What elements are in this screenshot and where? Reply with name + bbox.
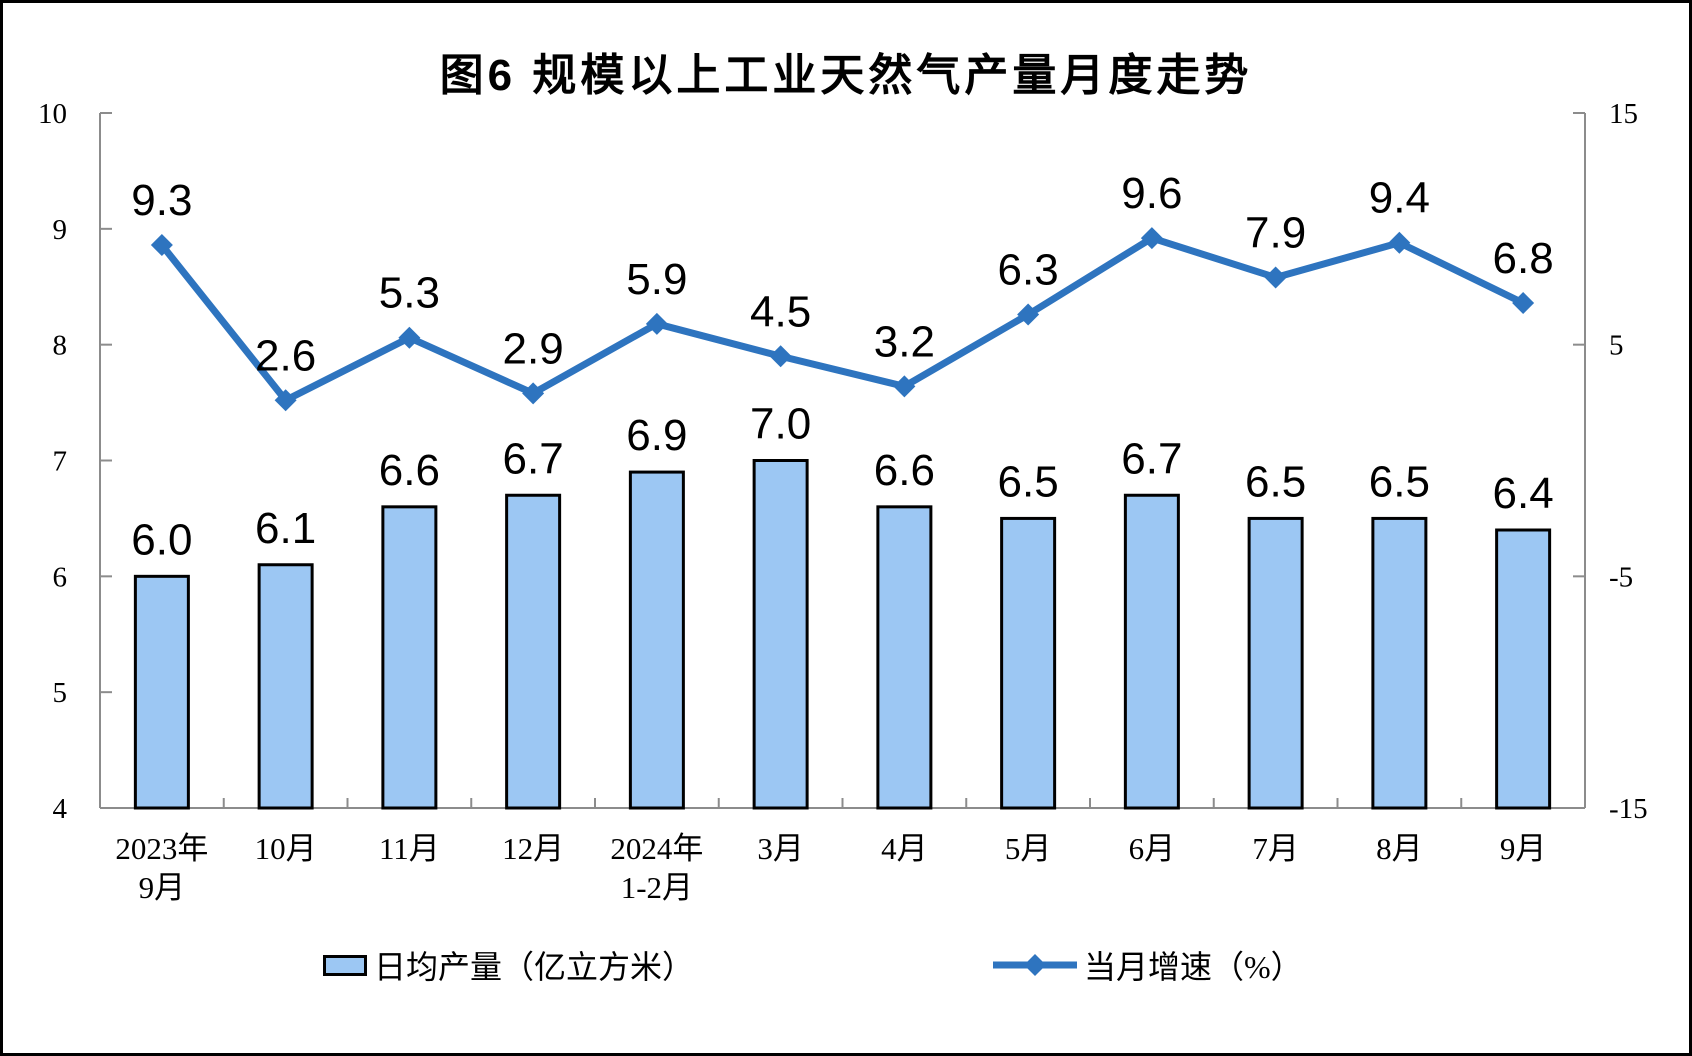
left-axis-tick-label: 8: [53, 330, 68, 362]
x-axis-category-label: 2023年 9月: [115, 831, 208, 905]
bar-legend-label: 日均产量（亿立方米）: [374, 949, 695, 985]
line-value-label: 6.8: [1493, 234, 1554, 283]
x-axis-category-label: 4月: [881, 831, 928, 866]
diamond-marker-icon: [893, 375, 916, 398]
bar: [1371, 516, 1428, 810]
bar: [876, 505, 933, 810]
bar-value-label: 6.7: [1121, 434, 1182, 483]
bar: [133, 574, 190, 810]
left-axis-tick-label: 9: [53, 214, 68, 246]
x-axis-category-label: 11月: [379, 831, 440, 866]
bar: [1000, 516, 1057, 810]
line-value-label: 5.9: [626, 255, 687, 304]
line-value-label: 9.4: [1369, 174, 1430, 223]
line-value-label: 6.3: [998, 246, 1059, 295]
line-legend-label: 当月增速（%）: [1084, 949, 1303, 985]
diamond-marker-icon: [398, 326, 421, 349]
left-axis-tick-label: 10: [38, 98, 67, 130]
bar: [1247, 516, 1304, 810]
bar: [505, 493, 562, 810]
line-legend-swatch: [993, 954, 1077, 976]
diamond-marker-icon: [1017, 303, 1040, 326]
line-value-label: 2.6: [255, 331, 316, 380]
x-axis-category-label: 3月: [757, 831, 804, 866]
line-value-label: 9.3: [131, 176, 192, 225]
diamond-marker-icon: [274, 389, 297, 412]
bar: [752, 459, 809, 810]
left-axis-tick-label: 6: [53, 561, 68, 593]
bar: [1123, 493, 1180, 810]
line-value-label: 4.5: [750, 287, 811, 336]
plot-area: 10 9 8 7 6 5 4 15 5 -5 -15 2023年 9月 10月 11月 12月 2024年 1-2…: [38, 98, 1648, 905]
x-axis-category-label: 9月: [1500, 831, 1547, 866]
x-axis-category-label: 7月: [1252, 831, 1299, 866]
bar: [257, 563, 314, 810]
bar-value-label: 6.4: [1493, 469, 1554, 518]
x-axis-category-label: 6月: [1129, 831, 1176, 866]
right-axis-tick-label: -5: [1609, 561, 1633, 593]
bar-value-label: 6.5: [1245, 457, 1306, 506]
diamond-marker-icon: [645, 312, 668, 335]
line-value-label: 2.9: [503, 324, 564, 373]
diamond-marker-icon: [1140, 227, 1163, 250]
diamond-marker-icon: [1264, 266, 1287, 289]
line-value-label: 9.6: [1121, 169, 1182, 218]
legend-item-bar: 日均产量（亿立方米）: [323, 943, 694, 987]
right-axis-tick-label: 5: [1609, 330, 1624, 362]
growth-line: [158, 234, 1527, 404]
bar-value-label: 6.9: [626, 411, 687, 460]
diamond-marker-icon: [150, 234, 173, 257]
bar-value-label: 6.7: [503, 434, 564, 483]
bar-value-label: 6.6: [379, 446, 440, 495]
diamond-marker-icon: [1388, 231, 1411, 254]
legend-item-line: 当月增速（%）: [993, 943, 1303, 987]
bar: [381, 505, 438, 810]
diamond-marker-icon: [1512, 291, 1535, 314]
bar-value-label: 6.5: [1369, 457, 1430, 506]
bar-value-label: 6.6: [874, 446, 935, 495]
line-value-label: 3.2: [874, 317, 935, 366]
x-axis-category-label: 2024年 1-2月: [610, 831, 703, 905]
x-axis-category-label: 12月: [502, 831, 564, 866]
bar-value-label: 7.0: [750, 400, 811, 449]
diamond-marker-icon: [1024, 954, 1046, 976]
diamond-marker-icon: [769, 345, 792, 368]
bar: [1495, 528, 1552, 810]
x-axis-category-label: 10月: [255, 831, 317, 866]
bar-value-label: 6.5: [998, 457, 1059, 506]
line-value-label: 5.3: [379, 269, 440, 318]
bar-value-label: 6.0: [131, 515, 192, 564]
bar: [628, 470, 685, 810]
left-axis-tick-label: 4: [53, 793, 68, 825]
bar-value-label: 6.1: [255, 504, 316, 553]
bar-legend-swatch: [323, 954, 367, 976]
left-axis-tick-label: 5: [53, 677, 68, 709]
left-axis-tick-label: 7: [53, 446, 68, 478]
right-axis-tick-label: -15: [1609, 793, 1648, 825]
chart-title: 图6 规模以上工业天然气产量月度走势: [439, 51, 1253, 100]
x-axis-category-label: 5月: [1005, 831, 1052, 866]
right-axis-tick-label: 15: [1609, 98, 1638, 130]
line-value-label: 7.9: [1245, 208, 1306, 257]
x-axis-category-label: 8月: [1376, 831, 1423, 866]
diamond-marker-icon: [522, 382, 545, 405]
